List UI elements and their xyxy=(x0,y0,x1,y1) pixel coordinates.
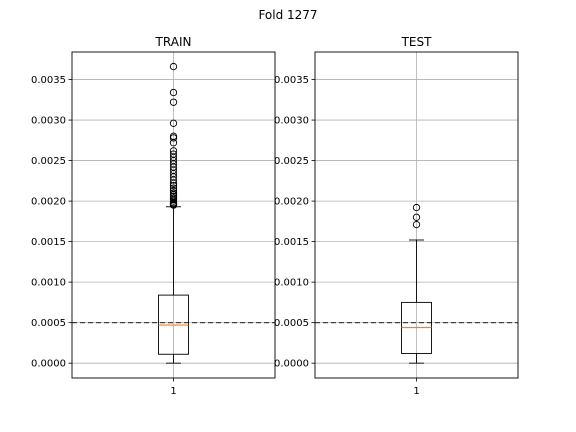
outlier-point xyxy=(412,213,421,221)
y-tick-label: 0.0035 xyxy=(274,75,309,86)
subplot-test: 0.0000 0.0005 0.0010 0.0015 0.0020 0.0025 0.00… xyxy=(274,35,519,397)
subplot-title: TEST xyxy=(401,35,433,49)
outlier-point xyxy=(169,150,178,158)
outlier-point xyxy=(169,189,178,197)
y-tick-label: 0.0005 xyxy=(274,318,309,329)
y-tick-label: 0.0035 xyxy=(31,75,66,86)
outlier-point xyxy=(169,132,178,140)
y-tick-label: 0.0000 xyxy=(31,359,66,370)
x-tick-label: 1 xyxy=(170,386,176,397)
y-tick-label: 0.0010 xyxy=(274,278,309,289)
y-tick-label: 0.0010 xyxy=(31,278,66,289)
axes-frame xyxy=(314,51,519,379)
figure-suptitle: Fold 1277 xyxy=(258,8,317,22)
outlier-point xyxy=(412,220,421,229)
outlier-point xyxy=(169,98,178,106)
outlier-point xyxy=(169,182,178,190)
outlier-point xyxy=(169,186,178,195)
outlier-point xyxy=(169,147,178,155)
subplot-title: TRAIN xyxy=(155,35,192,49)
outlier-point xyxy=(412,203,421,212)
subplots: 0.0000 0.0005 0.0010 0.0015 0.0020 0.0025 0.00… xyxy=(31,35,519,397)
y-tick-label: 0.0000 xyxy=(274,359,309,370)
outlier-point xyxy=(169,62,178,71)
outlier-point xyxy=(169,88,178,97)
x-tick-label: 1 xyxy=(413,386,419,397)
axes-frame xyxy=(71,51,276,379)
y-tick-label: 0.0020 xyxy=(274,197,309,208)
y-tick-label: 0.0015 xyxy=(274,237,309,248)
y-tick-label: 0.0005 xyxy=(31,318,66,329)
y-tick-label: 0.0030 xyxy=(274,116,309,127)
y-tick-label: 0.0015 xyxy=(31,237,66,248)
y-tick-label: 0.0025 xyxy=(31,156,66,167)
y-tick-label: 0.0020 xyxy=(31,197,66,208)
outlier-point xyxy=(169,119,178,127)
y-tick-label: 0.0025 xyxy=(274,156,309,167)
y-tick-label: 0.0030 xyxy=(31,116,66,127)
outlier-point xyxy=(169,184,178,192)
subplot-train: 0.0000 0.0005 0.0010 0.0015 0.0020 0.0025 0.00… xyxy=(31,35,276,397)
